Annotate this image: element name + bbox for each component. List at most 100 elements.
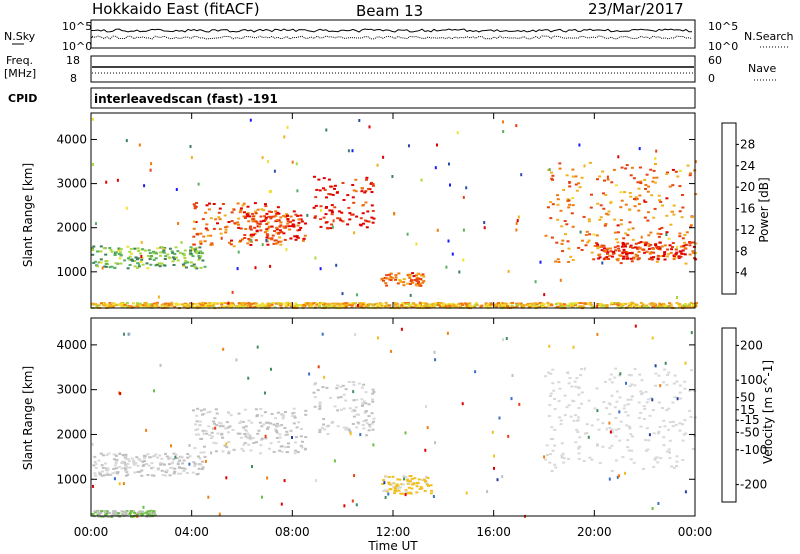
power-cell [402, 281, 406, 284]
velocity-cell [367, 429, 371, 432]
power-cell [571, 225, 575, 228]
velocity-cell [563, 394, 567, 397]
power-cell [572, 304, 576, 307]
velocity-cell [225, 442, 228, 446]
power-cell [140, 258, 144, 261]
power-cell [144, 305, 148, 308]
power-cell [195, 252, 199, 255]
power-cell [411, 306, 415, 309]
velocity-cell [348, 407, 352, 410]
power-cell [209, 303, 213, 306]
velocity-cell [244, 429, 248, 432]
power-cell [406, 282, 410, 285]
velocity-cell [400, 327, 403, 331]
velocity-cell [247, 443, 251, 446]
power-cell [501, 304, 505, 307]
power-cell [286, 220, 290, 223]
velocity-cell [570, 385, 574, 388]
velocity-data [91, 324, 697, 518]
power-cell [318, 305, 321, 308]
velocity-cell [625, 381, 627, 385]
velocity-cell [388, 483, 391, 485]
power-cell [199, 303, 203, 306]
velocity-cell [156, 456, 160, 459]
velocity-cell [200, 468, 204, 471]
power-cell [288, 228, 292, 231]
velocity-cell [615, 400, 619, 403]
velocity-cell [372, 443, 375, 447]
power-cell [204, 211, 208, 214]
power-cell [534, 305, 538, 308]
power-cell [637, 247, 641, 250]
power-cell [571, 175, 575, 178]
velocity-cell [168, 474, 172, 477]
power-cell [143, 184, 146, 188]
power-cell [376, 163, 379, 167]
power-cell [292, 225, 296, 228]
power-cell [138, 143, 141, 147]
power-cell [117, 249, 121, 252]
power-cell [694, 302, 698, 305]
velocity-cell [501, 475, 504, 479]
power-cell [688, 253, 692, 256]
power-cell [422, 280, 426, 283]
power-cell [166, 253, 170, 256]
power-cell [421, 273, 425, 276]
power-cell [198, 252, 202, 254]
power-cell [176, 250, 180, 253]
velocity-cell [132, 461, 136, 464]
velocity-cell [136, 464, 140, 467]
power-cell [575, 302, 579, 305]
power-cell [599, 302, 603, 305]
velocity-cell [93, 461, 97, 463]
power-cell [242, 301, 246, 304]
power-cell [336, 217, 340, 220]
velocity-cell [269, 422, 273, 425]
power-cell [411, 281, 415, 284]
velocity-cell [140, 469, 144, 472]
power-cell [259, 304, 263, 307]
power-cell [619, 262, 623, 265]
velocity-cell [367, 403, 371, 406]
power-cell [628, 192, 632, 194]
velocity-cell [260, 425, 264, 428]
power-cell [264, 205, 268, 208]
power-cell [547, 303, 551, 306]
velocity-cell [390, 349, 393, 353]
velocity-cell [362, 420, 366, 423]
velocity-cell [644, 439, 648, 441]
velocity-cell [176, 463, 180, 466]
power-cell [436, 303, 440, 306]
power-cell [665, 197, 669, 200]
power-cell [666, 248, 669, 251]
power-cell [249, 118, 252, 122]
power-cell [596, 304, 599, 308]
power-cell [475, 302, 479, 305]
nave-label: Nave [748, 62, 776, 75]
velocity-cell [681, 439, 685, 442]
power-cell [193, 266, 197, 269]
power-cell [277, 302, 281, 305]
velocity-cell [582, 460, 586, 462]
power-cell [498, 302, 502, 305]
power-cell [395, 304, 399, 307]
velocity-cell [354, 333, 357, 336]
power-cell [264, 217, 268, 219]
power-cell [257, 304, 261, 307]
power-cell [104, 262, 108, 265]
power-cell [689, 226, 693, 229]
power-cell [354, 302, 358, 305]
power-cell [358, 303, 362, 306]
velocity-cell [172, 472, 176, 475]
power-cell [222, 305, 226, 308]
power-cell [578, 305, 582, 308]
power-cell [232, 208, 235, 212]
power-cell [203, 305, 207, 308]
power-cell [282, 225, 285, 229]
power-cell [652, 248, 655, 250]
velocity-cell [100, 474, 104, 477]
velocity-cell [544, 375, 547, 378]
power-cell [138, 252, 142, 255]
colorbar-tick-label: 24 [740, 159, 755, 173]
velocity-cell [293, 452, 297, 455]
